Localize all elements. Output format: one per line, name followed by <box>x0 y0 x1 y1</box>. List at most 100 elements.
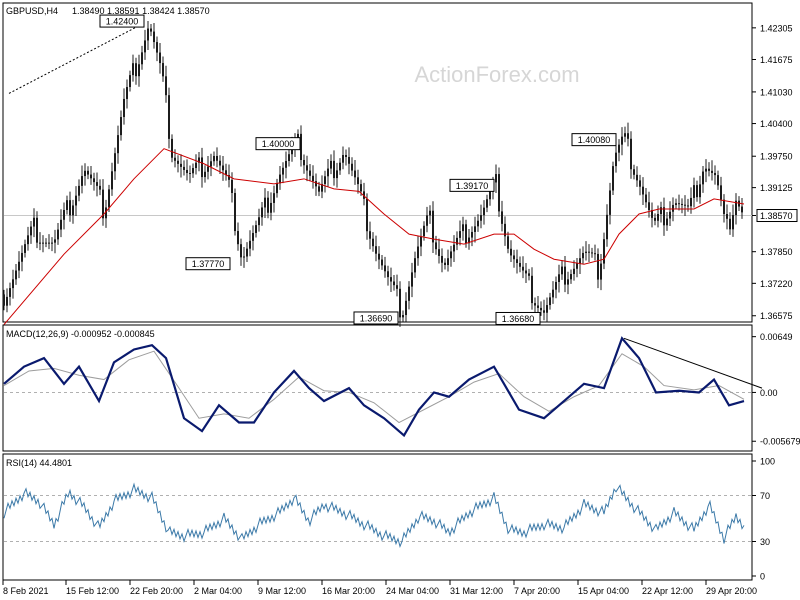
x-tick-label: 15 Feb 12:00 <box>66 586 119 596</box>
price-annotation-box <box>99 14 145 28</box>
candle-body <box>423 225 425 237</box>
candle-body <box>330 160 332 169</box>
candle-body <box>651 210 653 218</box>
candle-body <box>42 242 44 244</box>
candle-body <box>411 272 413 287</box>
price-y-tick-label: 1.36575 <box>760 311 793 321</box>
candle-body <box>54 239 56 243</box>
candle-body <box>648 202 650 211</box>
candle-body <box>144 40 146 53</box>
candle-body <box>483 207 485 216</box>
rsi-y-tick-label: 100 <box>760 457 775 467</box>
candle-body <box>183 166 185 170</box>
candle-body <box>717 175 719 186</box>
candle-body <box>552 289 554 298</box>
price-y-tick-label: 1.41675 <box>760 55 793 65</box>
candle-body <box>639 180 641 187</box>
candle-body <box>225 170 227 176</box>
candle-body <box>627 133 629 139</box>
candle-body <box>417 246 419 259</box>
price-y-tick-label: 1.39125 <box>760 183 793 193</box>
candle-body <box>606 214 608 240</box>
candle-body <box>6 296 8 306</box>
price-y-tick-label: 1.41030 <box>760 87 793 97</box>
candle-body <box>588 251 590 253</box>
candle-body <box>603 239 605 264</box>
candle-body <box>171 138 173 158</box>
candle-body <box>27 235 29 245</box>
price-layer: 1.42400 1.40000 1.39170 1.40080 1.37770 1.366… <box>3 14 752 327</box>
candle-body <box>102 189 104 219</box>
candle-body <box>591 252 593 254</box>
candle-body <box>465 224 467 244</box>
candle-body <box>519 262 521 267</box>
candle-body <box>360 184 362 192</box>
rsi-y-tick-label: 0 <box>760 572 765 582</box>
candle-body <box>735 200 737 216</box>
candle-body <box>249 240 251 249</box>
candle-body <box>426 215 428 226</box>
candle-body <box>393 281 395 286</box>
candle-body <box>666 218 668 226</box>
candle-body <box>600 263 602 280</box>
candle-body <box>327 168 329 177</box>
candle-body <box>255 225 257 233</box>
candle-body <box>630 138 632 170</box>
price-annotation-label: 1.40000 <box>262 139 295 149</box>
macd-title: MACD(12,26,9) -0.000952 -0.000845 <box>6 329 155 339</box>
candle-body <box>585 251 587 253</box>
rsi-y-tick-label: 70 <box>760 491 770 501</box>
candle-body <box>726 214 728 219</box>
candle-body <box>456 237 458 245</box>
macd-y-tick-label: 0.00649 <box>760 332 793 342</box>
price-y-tick-label: 1.37220 <box>760 279 793 289</box>
candle-body <box>282 167 284 175</box>
candle-body <box>660 207 662 215</box>
candle-body <box>84 170 86 177</box>
candle-body <box>93 178 95 183</box>
candle-body <box>621 136 623 145</box>
candle-body <box>741 206 743 213</box>
candle-body <box>690 197 692 207</box>
candle-body <box>348 156 350 164</box>
candle-body <box>714 172 716 176</box>
candle-body <box>141 52 143 65</box>
candle-body <box>537 305 539 308</box>
candle-body <box>78 185 80 196</box>
candle-body <box>711 170 713 173</box>
price-annotation-label: 1.36680 <box>502 314 535 324</box>
rsi-y-tick-label: 30 <box>760 537 770 547</box>
candle-body <box>63 209 65 220</box>
price-y-tick-label: 1.37850 <box>760 247 793 257</box>
candle-body <box>384 265 386 272</box>
candle-body <box>207 166 209 172</box>
candle-body <box>165 76 167 96</box>
candle-body <box>402 315 404 318</box>
candle-body <box>534 303 536 306</box>
candle-body <box>729 218 731 230</box>
candle-body <box>267 197 269 213</box>
candle-body <box>270 202 272 213</box>
macd-trendline <box>623 337 763 389</box>
candle-body <box>108 189 110 208</box>
candle-body <box>612 166 614 191</box>
current-price-box <box>756 209 798 223</box>
candle-body <box>543 310 545 313</box>
rsi-layer <box>3 482 752 548</box>
candle-body <box>381 259 383 266</box>
candle-body <box>324 176 326 184</box>
candle-body <box>189 173 191 175</box>
candle-body <box>672 204 674 212</box>
candle-body <box>117 135 119 154</box>
candle-body <box>441 255 443 263</box>
candle-body <box>321 183 323 192</box>
candle-body <box>708 168 710 171</box>
candle-body <box>99 185 101 190</box>
current-price-label: 1.38570 <box>760 211 793 221</box>
candle-body <box>21 252 23 262</box>
candle-body <box>162 63 164 77</box>
candle-body <box>609 190 611 215</box>
price-annotation-box <box>449 178 495 192</box>
candle-body <box>522 266 524 271</box>
